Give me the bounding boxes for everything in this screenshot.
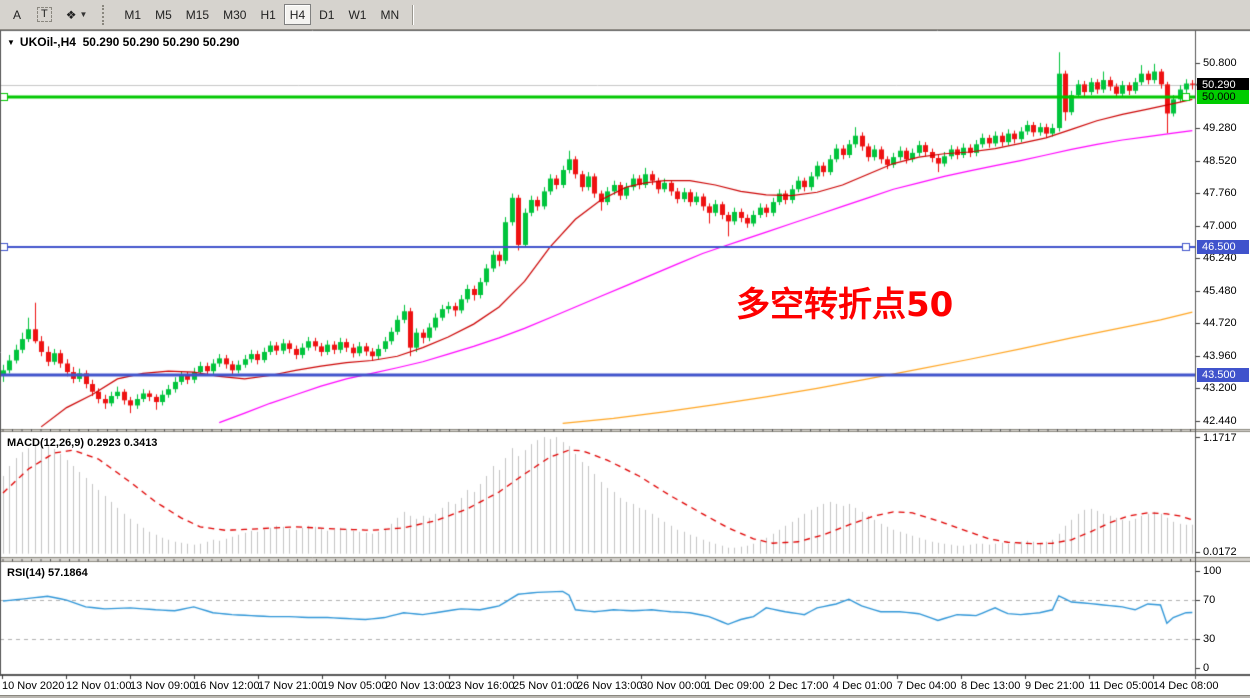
price-tick-label: 48.520 <box>1203 154 1237 167</box>
rsi-indicator-label: RSI(14) 57.1864 <box>7 567 88 579</box>
chart-menu-arrow-icon: ▼ <box>7 38 15 47</box>
price-tick-label: 42.440 <box>1203 414 1237 427</box>
price-tick-label: 45.480 <box>1203 284 1237 297</box>
hline-price-badge-46-5: 46.500 <box>1197 240 1249 255</box>
time-tick-label: 12 Nov 01:00 <box>66 680 132 692</box>
macd-axis-max-label: 1.1717 <box>1203 432 1237 444</box>
macd-axis-min-label: 0.0172 <box>1203 546 1237 558</box>
time-tick-label: 1 Dec 09:00 <box>705 680 765 692</box>
current-price-badge: 50.290 <box>1197 77 1249 92</box>
time-tick-label: 13 Nov 09:00 <box>130 680 196 692</box>
rsi-tick-label: 30 <box>1203 632 1216 645</box>
symbol-timeframe-label: UKOil-,H4 <box>19 35 76 49</box>
rsi-tick-label: 70 <box>1203 594 1216 607</box>
chart-title: ▼ UKOil-,H4 50.290 50.290 50.290 50.290 <box>7 36 239 49</box>
time-tick-label: 20 Nov 13:00 <box>385 680 451 692</box>
time-tick-label: 11 Dec 05:00 <box>1089 680 1154 692</box>
rsi-tick-label: 100 <box>1203 565 1222 577</box>
hline-price-badge-43-5: 43.500 <box>1197 368 1249 383</box>
time-tick-label: 16 Nov 12:00 <box>194 680 260 692</box>
time-tick-label: 9 Dec 21:00 <box>1025 680 1085 692</box>
macd-indicator-label: MACD(12,26,9) 0.2923 0.3413 <box>7 437 158 449</box>
hline-price-badge-50: 50.000 <box>1197 90 1249 105</box>
time-tick-label: 30 Nov 00:00 <box>641 680 707 692</box>
time-tick-label: 4 Dec 01:00 <box>833 680 893 692</box>
price-tick-label: 43.200 <box>1203 382 1237 395</box>
price-tick-label: 44.720 <box>1203 317 1237 330</box>
ohlc-values: 50.290 50.290 50.290 50.290 <box>82 35 240 49</box>
price-tick-label: 43.960 <box>1203 349 1237 362</box>
time-tick-label: 25 Nov 01:00 <box>513 680 579 692</box>
rsi-tick-label: 0 <box>1203 662 1210 674</box>
time-tick-label: 23 Nov 16:00 <box>449 680 515 692</box>
time-tick-label: 10 Nov 2020 <box>2 680 65 692</box>
time-tick-label: 7 Dec 04:00 <box>897 680 957 692</box>
time-tick-label: 26 Nov 13:00 <box>577 680 643 692</box>
price-tick-label: 46.240 <box>1203 252 1237 265</box>
time-tick-label: 19 Nov 05:00 <box>322 680 388 692</box>
chart-annotation-text[interactable]: 多空转折点50 <box>736 285 954 325</box>
time-tick-label: 14 Dec 08:00 <box>1153 680 1219 692</box>
window-bottom-edge <box>0 695 1250 698</box>
price-tick-label: 47.760 <box>1203 187 1237 200</box>
time-tick-label: 8 Dec 13:00 <box>961 680 1021 692</box>
price-tick-label: 49.280 <box>1203 122 1237 135</box>
time-tick-label: 2 Dec 17:00 <box>769 680 829 692</box>
time-tick-label: 17 Nov 21:00 <box>258 680 324 692</box>
price-tick-label: 47.000 <box>1203 219 1237 232</box>
price-tick-label: 50.800 <box>1203 56 1237 69</box>
